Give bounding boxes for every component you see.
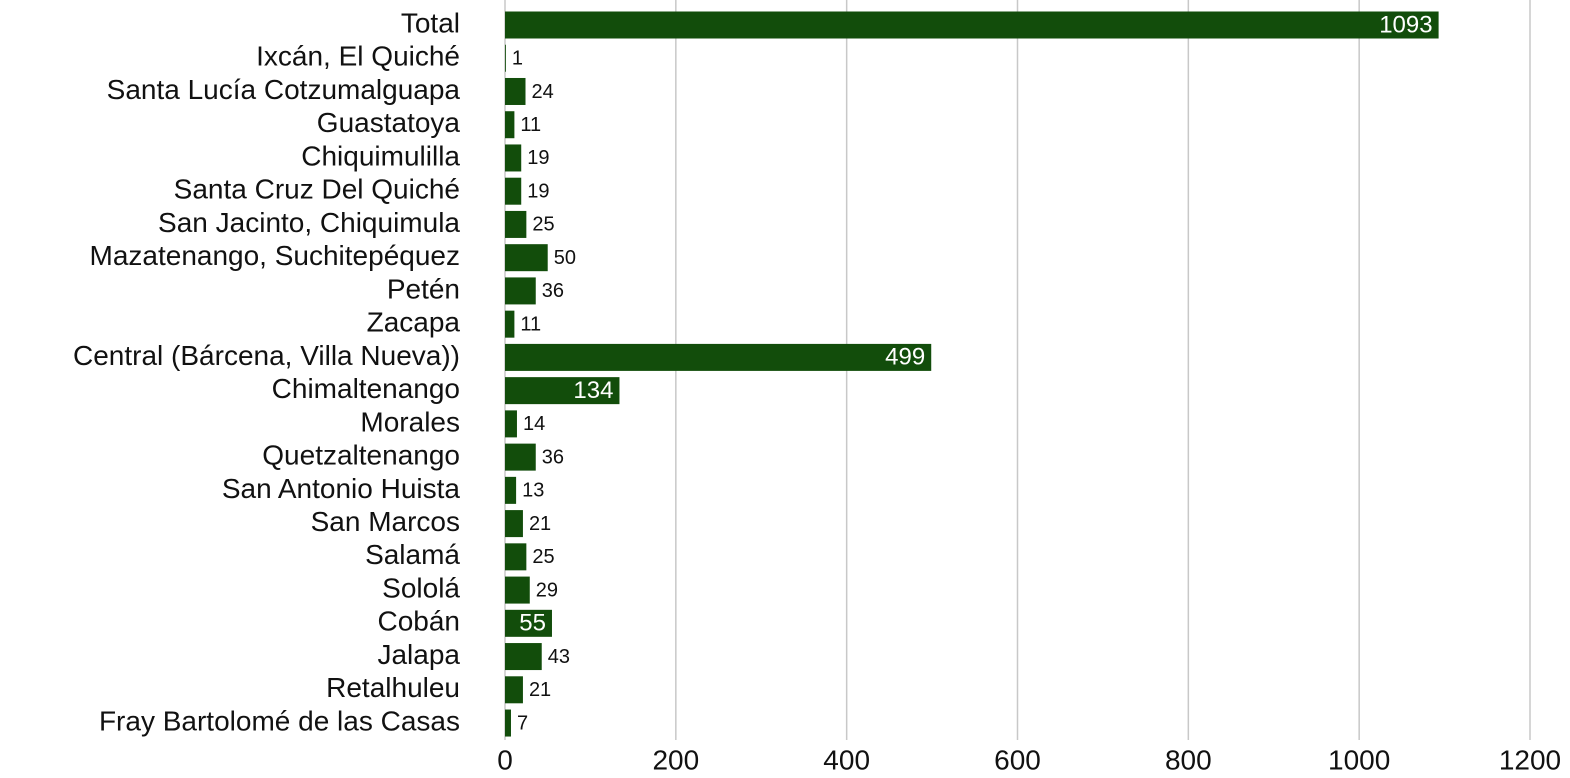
bar <box>505 477 516 504</box>
value-label: 7 <box>517 712 528 734</box>
y-tick-label: Central (Bárcena, Villa Nueva)) <box>73 340 460 371</box>
bar <box>505 178 521 205</box>
value-label: 11 <box>520 114 541 136</box>
y-tick-label: Zacapa <box>367 307 461 338</box>
y-tick-label: Quetzaltenango <box>262 440 460 471</box>
bar <box>505 144 521 171</box>
x-tick-label: 200 <box>652 744 699 775</box>
y-tick-label: San Jacinto, Chiquimula <box>158 207 460 238</box>
value-label: 134 <box>573 377 613 404</box>
y-tick-label: Jalapa <box>377 639 460 670</box>
value-label: 29 <box>536 579 558 601</box>
chart: 0 200 400 600 800 1000 1200 Total 1093 Ixcán, El … <box>0 0 1570 778</box>
value-label: 24 <box>532 81 554 103</box>
bar <box>505 12 1439 39</box>
x-tick-label: 800 <box>1165 744 1212 775</box>
value-label: 14 <box>523 413 545 435</box>
bar <box>505 676 523 703</box>
value-label: 1093 <box>1379 11 1432 38</box>
bar <box>505 577 530 604</box>
bar <box>505 444 536 471</box>
y-tick-label: Salamá <box>365 539 460 570</box>
y-tick-label: Retalhuleu <box>326 672 460 703</box>
bar <box>505 710 511 737</box>
y-tick-label: Santa Lucía Cotzumalguapa <box>107 74 461 105</box>
y-tick-label: Guastatoya <box>317 107 461 138</box>
value-label: 499 <box>885 344 925 371</box>
value-label: 43 <box>548 646 570 668</box>
value-label: 55 <box>519 610 546 637</box>
y-tick-label: Ixcán, El Quiché <box>256 41 460 72</box>
value-label: 19 <box>527 147 549 169</box>
x-tick-label: 1000 <box>1328 744 1390 775</box>
value-label: 25 <box>532 214 554 236</box>
y-tick-label: Fray Bartolomé de las Casas <box>99 705 460 736</box>
value-label: 11 <box>520 313 541 335</box>
y-tick-label: Total <box>401 7 460 38</box>
x-tick-label: 600 <box>994 744 1041 775</box>
y-tick-label: Petén <box>387 273 460 304</box>
y-tick-label: Mazatenango, Suchitepéquez <box>90 240 461 271</box>
value-label: 1 <box>512 48 523 70</box>
bar <box>505 45 506 72</box>
bar <box>505 111 514 138</box>
bar <box>505 277 536 304</box>
y-tick-label: Chimaltenango <box>272 373 460 404</box>
value-label: 13 <box>522 480 544 502</box>
value-label: 50 <box>554 247 576 269</box>
bar <box>505 510 523 537</box>
y-tick-label: Chiquimulilla <box>301 140 460 171</box>
y-tick-label: Sololá <box>382 572 460 603</box>
bar <box>505 244 548 271</box>
bar <box>505 410 517 437</box>
x-tick-label: 1200 <box>1499 744 1561 775</box>
bar <box>505 211 526 238</box>
value-label: 21 <box>529 513 551 535</box>
value-label: 21 <box>529 679 551 701</box>
y-tick-label: Santa Cruz Del Quiché <box>174 174 460 205</box>
y-tick-label: Morales <box>360 406 460 437</box>
bar <box>505 344 931 371</box>
page: {"chart_data": {"type": "bar", "orientat… <box>0 0 1570 778</box>
x-tick-label: 400 <box>823 744 870 775</box>
bar <box>505 78 526 105</box>
x-tick-label: 0 <box>497 744 513 775</box>
value-label: 19 <box>527 180 549 202</box>
value-label: 36 <box>542 280 564 302</box>
value-label: 25 <box>532 546 554 568</box>
y-tick-label: San Marcos <box>311 506 460 537</box>
bar <box>505 543 526 570</box>
y-tick-label: San Antonio Huista <box>222 473 461 504</box>
value-label: 36 <box>542 446 564 468</box>
y-tick-label: Cobán <box>377 606 460 637</box>
bar <box>505 643 542 670</box>
bar <box>505 311 514 338</box>
